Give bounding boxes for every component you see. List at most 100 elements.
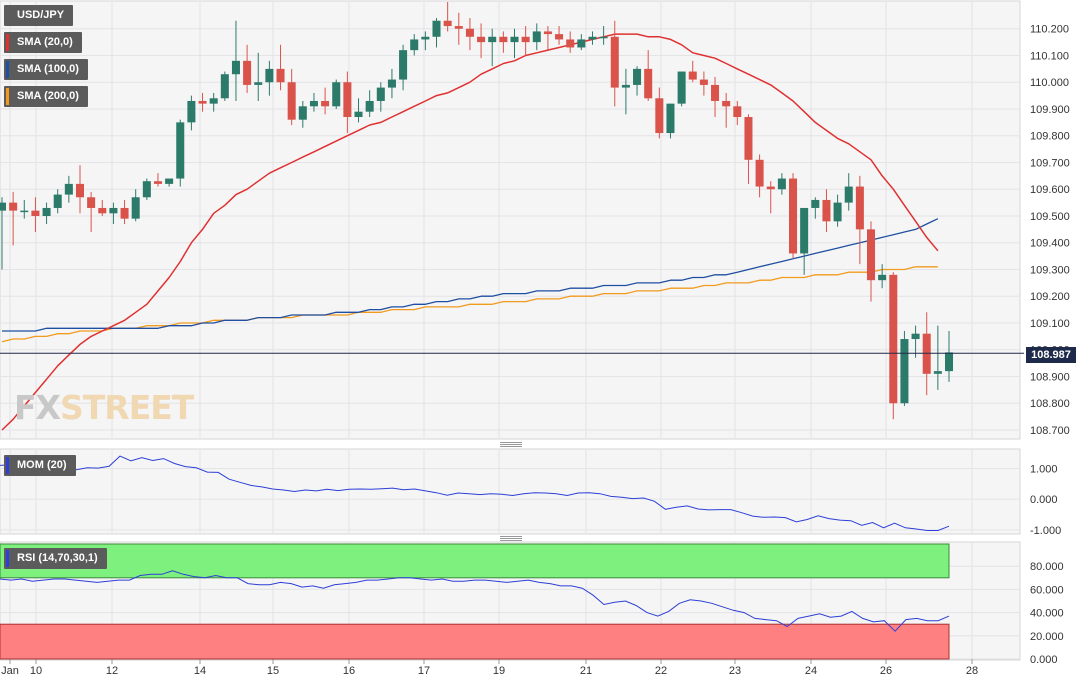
candle	[187, 95, 196, 131]
candle	[75, 165, 84, 214]
candle-body	[421, 36, 430, 40]
candle	[243, 44, 252, 93]
candle	[298, 100, 307, 128]
candle	[142, 178, 151, 200]
candle	[465, 18, 474, 51]
mom-swatch-icon	[6, 457, 9, 474]
rsi-y-tick-label: 40.000	[1030, 608, 1064, 620]
price-y-tick-label: 109.700	[1030, 157, 1070, 169]
price-y-tick-label: 109.200	[1030, 291, 1070, 303]
candle	[688, 60, 697, 83]
x-tick-label: 28	[966, 665, 978, 677]
candle	[332, 79, 341, 109]
candle	[878, 264, 887, 289]
sma200-swatch-icon	[6, 88, 9, 105]
price-y-tick-label: 110.100	[1030, 50, 1069, 62]
candle-body	[488, 36, 497, 43]
rsi-line	[0, 570, 950, 632]
candle	[822, 189, 831, 233]
candle-body	[165, 178, 174, 184]
candle-body	[243, 60, 252, 85]
candle-body	[666, 103, 675, 134]
candle	[98, 199, 107, 216]
candle	[744, 114, 753, 184]
candle-body	[53, 194, 62, 208]
candle	[599, 26, 608, 45]
pane-resize-handle-mom[interactable]	[500, 442, 522, 447]
candle	[510, 28, 519, 59]
mom-y-tick-label: 0.000	[1030, 494, 1058, 506]
candle-body	[343, 82, 352, 118]
candle	[911, 325, 920, 358]
candle-body	[454, 26, 463, 29]
legend-sma20[interactable]: SMA (20,0)	[4, 32, 82, 53]
candle	[922, 312, 931, 396]
candle-body	[688, 71, 697, 80]
candle-body	[477, 36, 486, 43]
candle	[309, 92, 318, 112]
candle-body	[153, 181, 162, 184]
legend-symbol[interactable]: USD/JPY	[4, 5, 74, 26]
candle	[343, 71, 352, 134]
rsi-y-tick-label: 20.000	[1030, 631, 1064, 643]
sma200-line	[1, 266, 938, 343]
candle	[844, 173, 853, 211]
rsi-y-tick-label: 60.000	[1030, 584, 1064, 596]
candle-body	[655, 98, 664, 134]
legend-sma200[interactable]: SMA (200,0)	[4, 86, 88, 107]
candle	[365, 90, 374, 118]
candle	[800, 207, 809, 275]
candle	[198, 92, 207, 112]
candle-body	[332, 82, 341, 107]
candle-body	[187, 100, 196, 123]
candle	[666, 103, 675, 139]
candle	[354, 98, 363, 123]
candle-body	[566, 39, 575, 48]
candle	[677, 71, 686, 107]
legend-sma100[interactable]: SMA (100,0)	[4, 59, 88, 80]
candle	[131, 189, 140, 222]
candle-body	[889, 274, 898, 404]
price-y-tick-label: 109.500	[1030, 211, 1070, 223]
candle-body	[844, 186, 853, 203]
x-tick-label: 16	[343, 665, 355, 677]
candle-body	[800, 207, 809, 254]
candle-body	[0, 202, 7, 211]
legend-mom[interactable]: MOM (20)	[4, 455, 76, 476]
rsi-overbought-zone	[0, 543, 950, 579]
price-y-tick-label: 108.900	[1030, 371, 1070, 383]
candle-body	[911, 333, 920, 340]
candle-body	[142, 181, 151, 198]
candle-body	[599, 36, 608, 39]
legend-rsi[interactable]: RSI (14,70,30,1)	[4, 548, 107, 569]
candle-body	[733, 106, 742, 118]
pane-resize-handle-rsi[interactable]	[500, 536, 522, 541]
candle	[755, 154, 764, 198]
candle	[633, 66, 642, 96]
candle-body	[376, 87, 385, 101]
candle	[276, 44, 285, 91]
candle	[410, 34, 419, 56]
candle	[811, 197, 820, 219]
candle-body	[176, 122, 185, 179]
candle-body	[744, 117, 753, 160]
x-tick-label: 15	[267, 665, 279, 677]
candle	[109, 202, 118, 225]
candle	[733, 100, 742, 126]
price-y-tick-label: 109.800	[1030, 131, 1070, 143]
candle-body	[410, 39, 419, 51]
candle	[321, 87, 330, 115]
x-tick-label: 26	[880, 665, 892, 677]
candle-body	[387, 79, 396, 88]
x-tick-label: 23	[729, 665, 741, 677]
candle-body	[20, 210, 29, 213]
candle	[176, 119, 185, 187]
candle	[87, 191, 96, 233]
candle	[766, 181, 775, 214]
candle	[120, 199, 129, 225]
candle-body	[510, 36, 519, 43]
candle-body	[231, 60, 240, 75]
x-tick-label: Jan	[1, 665, 19, 677]
x-tick-label: 17	[418, 665, 430, 677]
candle-body	[443, 20, 452, 27]
